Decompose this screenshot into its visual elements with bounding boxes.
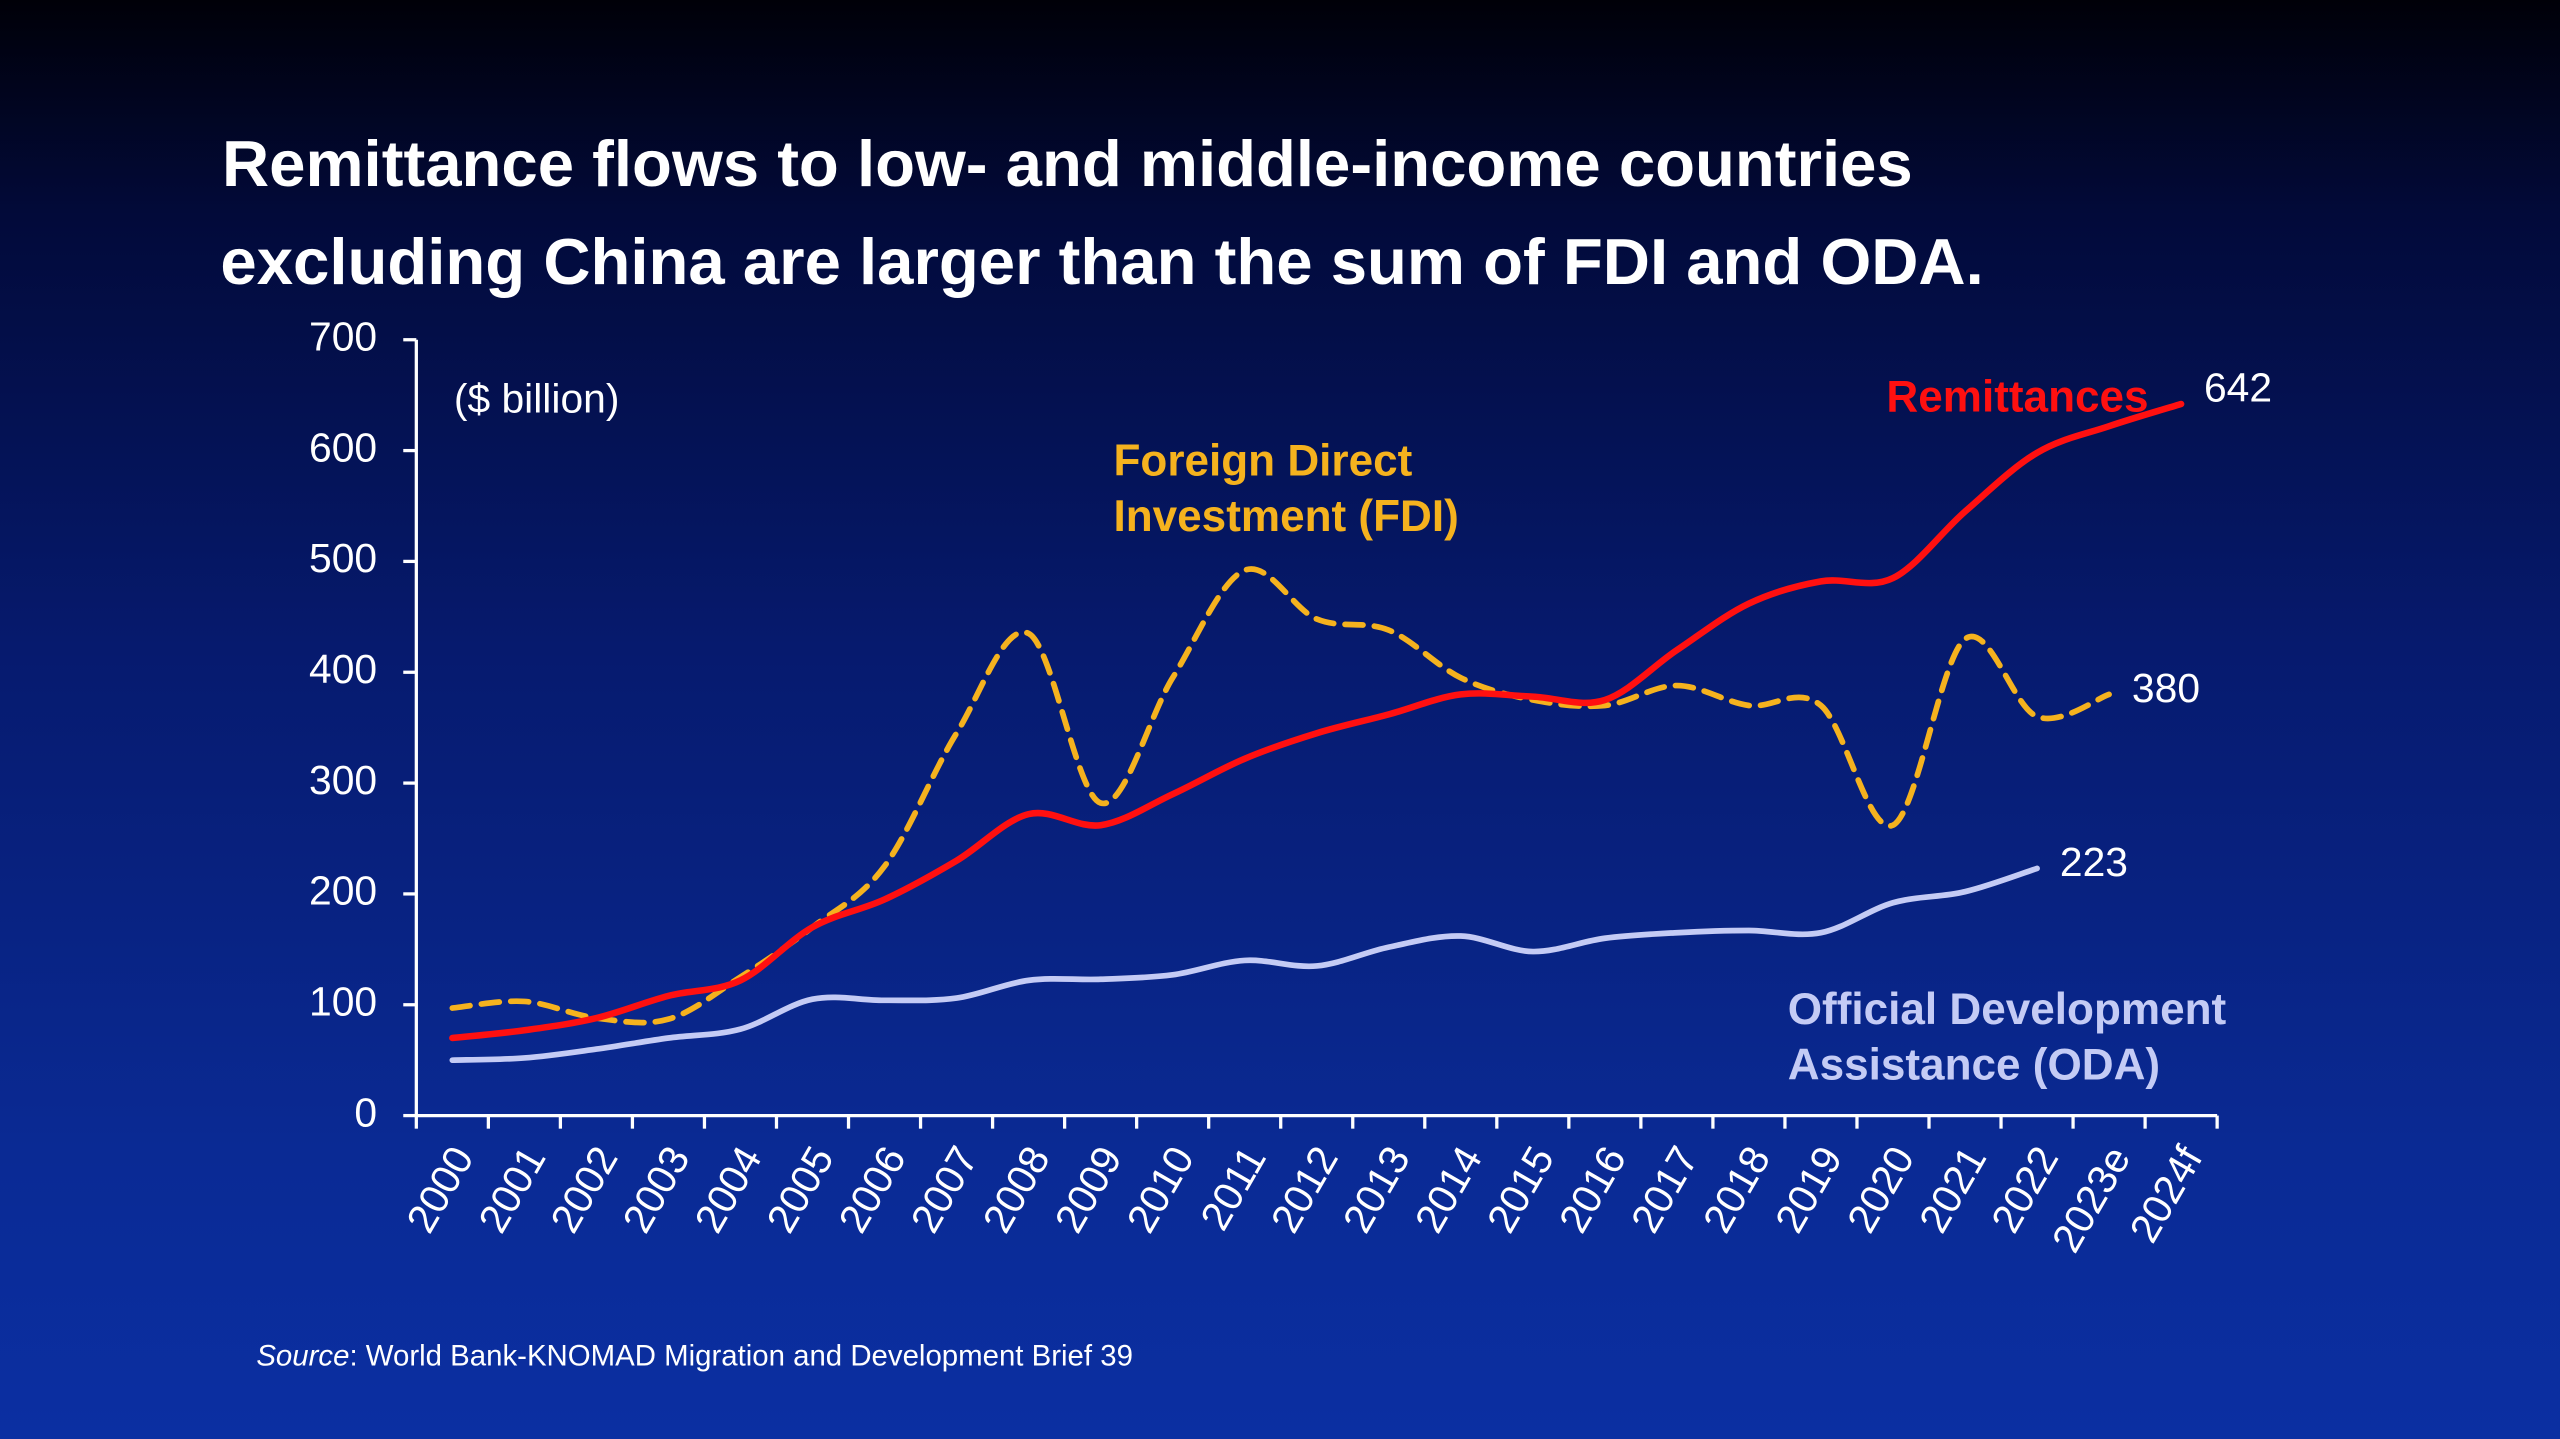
x-tick-label: 2009	[1046, 1138, 1131, 1240]
x-tick-label: 2021	[1910, 1138, 1995, 1240]
y-tick-label: 600	[309, 424, 377, 470]
x-tick-label: 2020	[1838, 1138, 1923, 1240]
source-text: : World Bank-KNOMAD Migration and Develo…	[349, 1339, 1133, 1373]
x-tick-label: 2010	[1118, 1138, 1203, 1240]
chart-title: excluding China are larger than the sum …	[220, 225, 1983, 298]
x-tick-label: 2008	[974, 1138, 1059, 1240]
x-tick-label: 2012	[1262, 1138, 1347, 1240]
legend-label: Foreign Direct Investment (FDI)	[1113, 436, 1459, 541]
x-tick-label: 2011	[1191, 1138, 1275, 1237]
x-tick-label: 2002	[541, 1138, 626, 1240]
end-value-label: 223	[2060, 839, 2128, 885]
x-tick-label: 2015	[1478, 1138, 1563, 1240]
x-tick-label: 2003	[613, 1138, 698, 1240]
x-tick-label: 2007	[902, 1138, 987, 1240]
x-tick-label: 2018	[1694, 1138, 1779, 1240]
x-tick-label: 2016	[1550, 1138, 1635, 1240]
y-tick-label: 500	[309, 535, 377, 581]
x-tick-label: 2001	[469, 1138, 554, 1240]
y-tick-label: 300	[309, 757, 377, 803]
source-label: Source	[256, 1339, 350, 1373]
series-line	[449, 566, 2112, 1026]
x-tick-label: 2014	[1406, 1138, 1491, 1240]
y-tick-label: 200	[309, 868, 377, 914]
y-tick-label: 400	[309, 646, 377, 692]
y-axis-label: ($ billion)	[454, 376, 620, 422]
y-tick-label: 700	[309, 314, 377, 360]
chart-title: Remittance flows to low- and middle-inco…	[222, 127, 1913, 200]
end-value-label: 380	[2132, 665, 2200, 711]
x-tick-label: 2004	[685, 1138, 770, 1240]
y-tick-label: 0	[354, 1089, 377, 1135]
x-tick-label: 2000	[397, 1138, 482, 1240]
series-line	[449, 400, 2185, 1042]
series-line	[449, 865, 2040, 1064]
x-tick-label: 2005	[757, 1138, 842, 1240]
x-tick-label: 2017	[1622, 1138, 1707, 1240]
x-tick-label: 2013	[1334, 1138, 1419, 1240]
source: Source: World Bank-KNOMAD Migration and …	[256, 1339, 1133, 1373]
legend-label: Official Development Assistance (ODA)	[1787, 984, 2227, 1090]
x-tick-label: 2019	[1766, 1138, 1851, 1240]
x-tick-label: 2024f	[2120, 1138, 2211, 1250]
end-value-label: 642	[2204, 365, 2272, 411]
y-tick-label: 100	[309, 979, 377, 1025]
x-tick-label: 2006	[830, 1138, 915, 1240]
legend-label: Remittances	[1886, 372, 2149, 422]
